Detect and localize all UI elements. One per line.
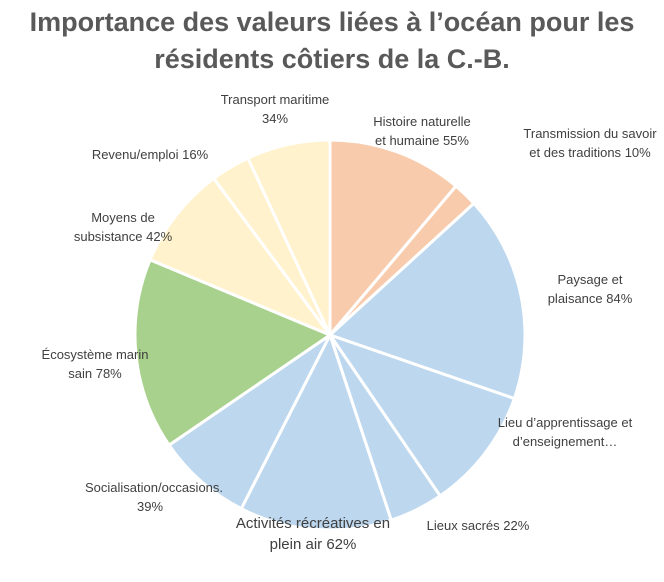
value-label: 55% xyxy=(442,133,469,148)
value-label: 10% xyxy=(624,145,651,160)
pie-slice xyxy=(148,176,335,339)
value-label: 62% xyxy=(326,536,357,553)
slice-label: Histoire naturelle et humaine 55% xyxy=(367,112,477,150)
slice-label: Moyens de subsistance 42% xyxy=(58,208,188,246)
slice-label: Écosystème marin sain 78% xyxy=(30,345,160,383)
category-label: Paysage et plaisance xyxy=(547,272,623,306)
category-label: Lieux sacrés xyxy=(426,518,500,533)
pie-slice xyxy=(327,201,527,401)
pie-slice xyxy=(239,331,394,532)
category-label: Moyens de subsistance xyxy=(73,210,155,244)
slice-label: Socialisation/occasions. 39% xyxy=(85,478,223,516)
category-label: Transport maritime xyxy=(220,92,330,107)
pie-slice xyxy=(326,332,517,499)
slice-label: Transmission du savoir et des traditions… xyxy=(520,124,660,162)
pie-slice xyxy=(245,138,332,336)
category-label: Lieu d’apprentissage et d’enseignement… xyxy=(497,415,633,449)
category-label: Socialisation/occasions. xyxy=(85,480,224,495)
value-label: 22% xyxy=(503,518,530,533)
value-label: 84% xyxy=(606,291,633,306)
slice-label: Lieu d’apprentissage et d’enseignement… xyxy=(485,413,645,451)
slice-label: Lieux sacrés 22% xyxy=(408,516,548,535)
pie-slice xyxy=(166,333,332,511)
slice-label: Transport maritime 34% xyxy=(220,90,330,128)
slice-label: Activités récréatives en plein air 62% xyxy=(223,513,403,555)
value-label: 16% xyxy=(182,147,209,162)
category-label: Histoire naturelle et humaine xyxy=(373,114,471,148)
category-label: Transmission du savoir et des traditions xyxy=(523,126,657,160)
category-label: Revenu/emploi xyxy=(91,147,179,162)
value-label: 42% xyxy=(146,229,173,244)
pie-slice xyxy=(133,257,334,448)
pie-slice xyxy=(328,138,459,340)
slice-label: Paysage et plaisance 84% xyxy=(535,270,645,308)
category-label: Activités récréatives en plein air xyxy=(235,515,391,553)
slice-label: Revenu/emploi 16% xyxy=(65,145,235,164)
value-label: 34% xyxy=(261,111,289,126)
chart-title: Importance des valeurs liées à l’océan p… xyxy=(29,7,635,74)
category-label: Écosystème marin sain xyxy=(41,347,149,381)
value-label: 39% xyxy=(136,499,164,514)
value-label: 78% xyxy=(95,366,122,381)
